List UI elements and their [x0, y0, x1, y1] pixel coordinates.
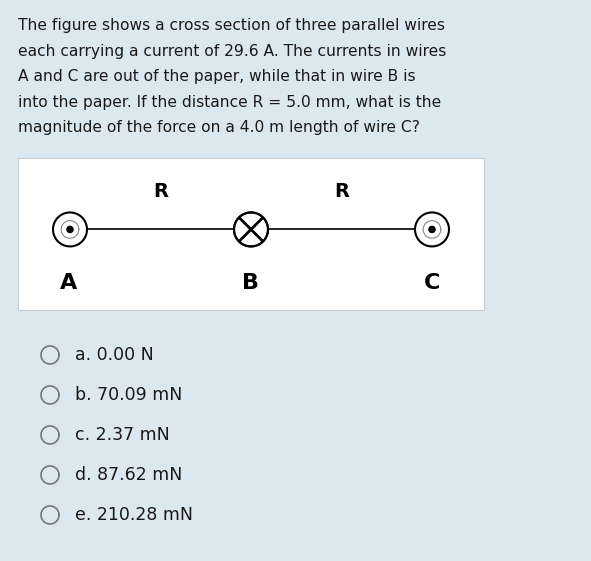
- Text: C: C: [424, 273, 440, 293]
- Text: d. 87.62 mN: d. 87.62 mN: [75, 466, 183, 484]
- Text: R: R: [153, 182, 168, 201]
- Polygon shape: [41, 466, 59, 484]
- Text: a. 0.00 N: a. 0.00 N: [75, 346, 154, 364]
- Polygon shape: [41, 426, 59, 444]
- Text: B: B: [242, 273, 259, 293]
- Text: c. 2.37 mN: c. 2.37 mN: [75, 426, 170, 444]
- Text: into the paper. If the distance R = 5.0 mm, what is the: into the paper. If the distance R = 5.0 …: [18, 94, 441, 109]
- Polygon shape: [429, 227, 435, 232]
- Polygon shape: [423, 220, 441, 238]
- Polygon shape: [67, 227, 73, 232]
- Text: The figure shows a cross section of three parallel wires: The figure shows a cross section of thre…: [18, 18, 445, 33]
- Polygon shape: [415, 213, 449, 246]
- FancyBboxPatch shape: [18, 158, 484, 310]
- Text: R: R: [334, 182, 349, 201]
- Polygon shape: [234, 213, 268, 246]
- Polygon shape: [41, 506, 59, 524]
- Text: e. 210.28 mN: e. 210.28 mN: [75, 506, 193, 524]
- Text: A and C are out of the paper, while that in wire B is: A and C are out of the paper, while that…: [18, 69, 415, 84]
- Polygon shape: [61, 220, 79, 238]
- Polygon shape: [41, 386, 59, 404]
- Text: each carrying a current of 29.6 A. The currents in wires: each carrying a current of 29.6 A. The c…: [18, 44, 446, 58]
- Text: magnitude of the force on a 4.0 m length of wire C?: magnitude of the force on a 4.0 m length…: [18, 120, 420, 135]
- Text: A: A: [60, 273, 77, 293]
- Polygon shape: [41, 346, 59, 364]
- Text: b. 70.09 mN: b. 70.09 mN: [75, 386, 183, 404]
- Polygon shape: [53, 213, 87, 246]
